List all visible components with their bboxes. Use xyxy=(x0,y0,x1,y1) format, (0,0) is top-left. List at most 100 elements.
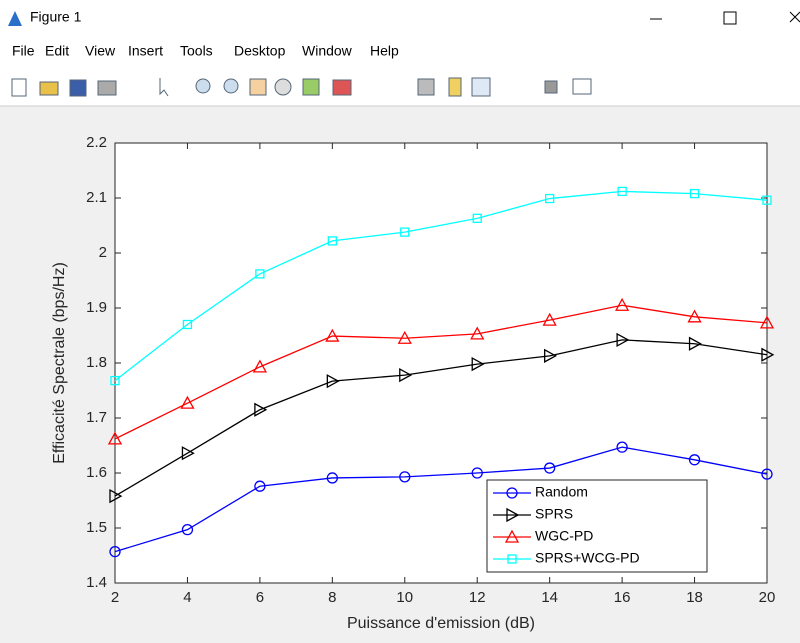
marker xyxy=(759,315,775,329)
close-button[interactable] xyxy=(789,11,800,23)
legend-marker xyxy=(504,529,520,543)
x-axis-label: Puissance d'emission (dB) xyxy=(347,615,535,632)
series-line xyxy=(114,339,768,497)
marker xyxy=(471,467,483,479)
app-icon xyxy=(8,11,22,26)
marker xyxy=(616,332,630,347)
marker xyxy=(326,374,340,389)
marker xyxy=(471,357,485,372)
tool-brush[interactable] xyxy=(332,79,352,96)
tool-legend[interactable] xyxy=(471,77,491,97)
marker xyxy=(689,188,700,199)
tool-zoom-out[interactable] xyxy=(223,78,239,94)
x-tick-label: 12 xyxy=(469,589,486,606)
legend-label: WGC-PD xyxy=(535,528,593,544)
marker xyxy=(325,328,340,342)
tool-pointer[interactable] xyxy=(159,78,169,97)
legend-marker xyxy=(506,507,520,523)
tool-new[interactable] xyxy=(11,78,27,97)
y-tick-label: 1.7 xyxy=(86,409,107,426)
x-tick-label: 6 xyxy=(256,589,264,606)
y-tick-label: 2 xyxy=(99,244,107,261)
y-axis-label: Efficacité Spectrale (bps/Hz) xyxy=(51,262,68,464)
menu-item[interactable]: View xyxy=(85,43,116,59)
tool-show[interactable] xyxy=(572,78,592,95)
legend: Random SPRS WGC-PD SPRS+WCG-PD xyxy=(486,479,708,573)
menu-item[interactable]: Tools xyxy=(180,43,213,59)
y-tick-label: 1.5 xyxy=(86,519,107,536)
menu-item[interactable]: Insert xyxy=(128,43,163,59)
tool-open[interactable] xyxy=(39,81,59,96)
legend-label: SPRS xyxy=(535,506,573,522)
legend-label: Random xyxy=(535,484,588,500)
marker xyxy=(397,330,412,344)
x-tick-label: 4 xyxy=(183,589,191,606)
x-tick-label: 18 xyxy=(686,589,703,606)
marker xyxy=(109,546,121,558)
marker xyxy=(400,227,410,237)
marker xyxy=(180,395,195,409)
menu-item[interactable]: Edit xyxy=(45,43,69,59)
marker xyxy=(688,336,702,351)
tool-print[interactable] xyxy=(97,80,117,96)
tool-rotate[interactable] xyxy=(274,78,292,96)
menu-item[interactable]: File xyxy=(12,43,35,59)
x-tick-label: 10 xyxy=(396,589,413,606)
marker xyxy=(182,319,193,330)
menu-item[interactable]: Window xyxy=(302,43,353,59)
marker xyxy=(542,312,557,326)
marker xyxy=(255,269,265,279)
marker xyxy=(472,213,482,224)
tool-save[interactable] xyxy=(69,79,87,97)
legend-marker xyxy=(507,554,517,564)
x-tick-label: 14 xyxy=(541,589,558,606)
marker xyxy=(544,462,556,474)
x-tick-label: 20 xyxy=(759,589,776,606)
y-tick-label: 1.6 xyxy=(86,464,107,481)
y-tick-label: 1.4 xyxy=(86,574,107,591)
marker xyxy=(109,489,123,504)
menu-item[interactable]: Help xyxy=(370,43,399,59)
x-tick-label: 16 xyxy=(614,589,631,606)
series-line xyxy=(114,190,768,382)
series-line xyxy=(114,446,768,553)
tool-pan[interactable] xyxy=(249,78,267,96)
tool-datacursor[interactable] xyxy=(302,78,320,96)
x-tick-label: 8 xyxy=(328,589,336,606)
marker xyxy=(254,402,268,417)
menu-item[interactable]: Desktop xyxy=(234,43,286,59)
plot: 2 4 6 8 10 12 14 16 18 20 1.4 1.5 1.6 1.7 1.8 1.9 2 2.1 2.… xyxy=(86,134,775,606)
marker xyxy=(615,297,630,311)
marker xyxy=(687,309,702,323)
y-tick-label: 2.2 xyxy=(86,134,107,151)
series-line xyxy=(114,304,768,440)
y-tick-label: 2.1 xyxy=(86,189,107,206)
marker xyxy=(110,375,120,386)
marker xyxy=(688,454,701,466)
marker xyxy=(252,359,267,373)
toolbar xyxy=(11,77,592,97)
marker xyxy=(254,480,266,492)
legend-label: SPRS+WCG-PD xyxy=(535,550,640,566)
maximize-button[interactable] xyxy=(723,11,737,25)
tool-link[interactable] xyxy=(417,78,435,96)
window-chrome xyxy=(0,0,800,106)
marker xyxy=(181,446,195,461)
legend-box xyxy=(486,479,708,573)
marker xyxy=(399,368,413,383)
marker xyxy=(617,186,627,197)
tool-hide[interactable] xyxy=(544,80,558,94)
y-tick-label: 1.8 xyxy=(86,354,107,371)
marker xyxy=(181,524,194,536)
marker xyxy=(616,441,628,453)
marker xyxy=(762,195,772,205)
y-tick-label: 1.9 xyxy=(86,299,107,316)
marker xyxy=(327,236,337,246)
marker xyxy=(761,347,775,362)
tool-zoom-in[interactable] xyxy=(195,78,211,94)
tool-colorbar[interactable] xyxy=(448,77,462,97)
menu-bar: File Edit View Insert Tools Desktop Window Help xyxy=(12,43,399,59)
axes-box xyxy=(114,142,768,584)
